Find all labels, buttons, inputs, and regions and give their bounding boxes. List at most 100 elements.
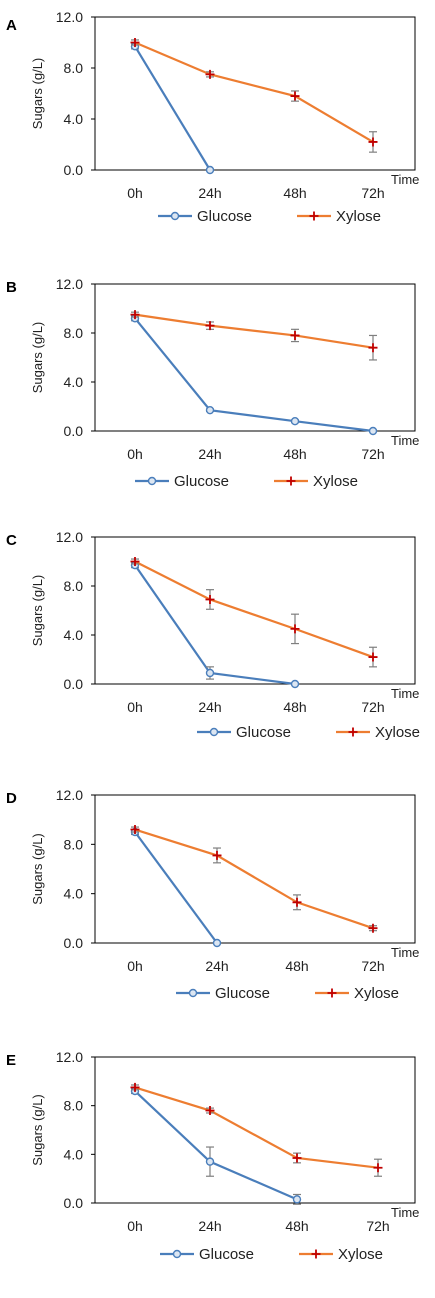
x-tick-label: 24h [198, 446, 221, 462]
series-line [134, 560, 374, 659]
data-point [205, 69, 215, 79]
x-tick-label: 0h [127, 1218, 143, 1234]
panel-letter: E [6, 1052, 16, 1069]
x-tick-label: 72h [361, 446, 384, 462]
chart-panel-b: B 0.0 4.0 8.0 12.0 0h 24h 48h 72h Sugars (g/L) Tim… [6, 276, 419, 490]
y-tick-label: 0.0 [64, 162, 84, 178]
data-point [205, 321, 215, 331]
data-point [212, 850, 222, 860]
series-glucose [130, 42, 215, 175]
data-point [368, 426, 378, 436]
data-point [130, 557, 140, 566]
legend-marker [309, 211, 319, 221]
legend-label: Glucose [236, 724, 291, 741]
data-point [205, 405, 215, 415]
y-tick-label: 8.0 [64, 325, 84, 341]
y-tick-label: 0.0 [64, 1195, 84, 1211]
data-point [290, 679, 300, 689]
chart-panel-a: A 0.0 4.0 8.0 12.0 0h 24h 48h 72h Sugars (g/L) Tim… [6, 9, 419, 225]
legend-marker [188, 988, 198, 998]
y-tick-label: 12.0 [56, 787, 83, 803]
y-axis-title: Sugars (g/L) [30, 58, 45, 130]
y-tick-label: 4.0 [64, 1146, 84, 1162]
y-axis-title: Sugars (g/L) [30, 1094, 45, 1166]
x-tick-label: 48h [285, 958, 308, 974]
series-xylose [130, 557, 378, 668]
series-line [134, 45, 211, 171]
x-tick-label: 0h [127, 699, 143, 715]
legend-label: Xylose [313, 473, 358, 490]
legend-label: Glucose [174, 473, 229, 490]
legend-marker [170, 211, 180, 221]
x-axis-title: Time [391, 172, 419, 187]
plot-frame [94, 283, 416, 432]
x-axis-title: Time [391, 945, 419, 960]
data-point [130, 825, 140, 835]
y-tick-label: 12.0 [56, 1049, 83, 1065]
x-tick-label: 24h [198, 699, 221, 715]
legend-marker [311, 1249, 321, 1259]
y-tick-label: 8.0 [64, 578, 84, 594]
x-tick-label: 0h [127, 958, 143, 974]
data-point [373, 1163, 383, 1173]
y-tick-label: 0.0 [64, 676, 84, 692]
legend: Glucose Xylose [176, 985, 399, 1002]
x-tick-label: 0h [127, 185, 143, 201]
data-point [205, 1157, 215, 1166]
x-tick-label: 24h [198, 185, 221, 201]
data-point [130, 1082, 140, 1092]
series-line [134, 564, 296, 686]
plot-frame [94, 16, 416, 171]
x-tick-label: 0h [127, 446, 143, 462]
y-tick-label: 8.0 [64, 836, 84, 852]
y-axis-title: Sugars (g/L) [30, 322, 45, 394]
x-tick-label: 72h [361, 958, 384, 974]
series-glucose [130, 560, 300, 689]
y-axis-title: Sugars (g/L) [30, 833, 45, 905]
data-point [212, 938, 222, 948]
series-line [134, 831, 218, 944]
data-point [292, 1153, 302, 1163]
y-tick-label: 4.0 [64, 627, 84, 643]
y-tick-label: 8.0 [64, 1098, 84, 1114]
legend-marker [348, 727, 358, 737]
y-tick-label: 4.0 [64, 886, 84, 902]
plot-frame [94, 536, 416, 685]
series-glucose [130, 1086, 302, 1205]
legend-marker [147, 476, 157, 486]
series-xylose [130, 825, 378, 933]
x-tick-label: 72h [361, 185, 384, 201]
x-tick-label: 48h [283, 185, 306, 201]
data-point [292, 1195, 302, 1204]
data-point [290, 91, 300, 101]
y-tick-label: 0.0 [64, 423, 84, 439]
data-point [290, 417, 300, 426]
data-point [368, 137, 378, 147]
legend: Glucose Xylose [135, 473, 358, 490]
legend-label: Xylose [336, 208, 381, 225]
x-tick-label: 72h [361, 699, 384, 715]
series-glucose [130, 314, 378, 436]
x-tick-label: 72h [366, 1218, 389, 1234]
x-tick-label: 24h [198, 1218, 221, 1234]
series-line [134, 313, 374, 349]
plot-frame [94, 794, 416, 944]
panel-letter: B [6, 279, 17, 296]
chart-panel-d: D 0.0 4.0 8.0 12.0 0h 24h 48h 72h Sugars (g/L) Tim… [6, 787, 419, 1002]
y-tick-label: 4.0 [64, 374, 84, 390]
data-point [205, 1106, 215, 1116]
data-point [205, 594, 215, 604]
chart-panel-c: C 0.0 4.0 8.0 12.0 0h 24h 48h 72h Sugars (g/L) Tim… [6, 529, 420, 741]
legend-label: Xylose [375, 724, 420, 741]
data-point [368, 923, 378, 933]
legend-marker [327, 988, 337, 998]
panel-letter: C [6, 532, 17, 549]
legend-label: Glucose [215, 985, 270, 1002]
y-tick-label: 12.0 [56, 9, 83, 25]
series-glucose [130, 827, 222, 948]
data-point [368, 343, 378, 353]
data-point [205, 668, 215, 678]
x-axis-title: Time [391, 433, 419, 448]
y-tick-label: 12.0 [56, 529, 83, 545]
